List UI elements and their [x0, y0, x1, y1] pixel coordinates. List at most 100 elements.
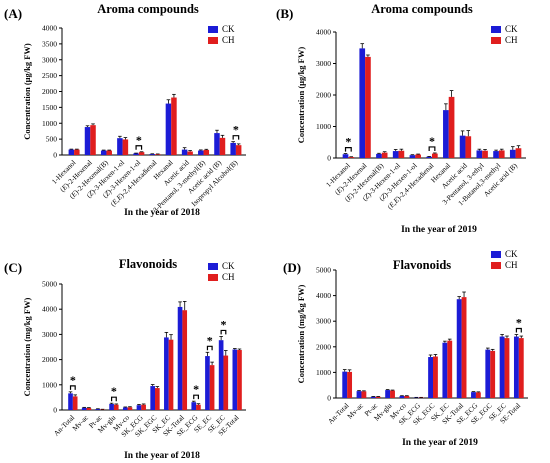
legend-swatch-ch	[491, 37, 501, 44]
x-axis-label: In the year of 2018	[124, 208, 200, 218]
bar-ch	[515, 148, 522, 158]
significance-marker: *	[111, 384, 117, 398]
bar-ck	[117, 138, 123, 155]
bar-ck	[205, 356, 210, 410]
significance-marker: *	[207, 333, 213, 347]
bar-ck	[191, 402, 197, 410]
bar-ck	[133, 153, 139, 155]
y-tick-label: 4000	[42, 24, 57, 33]
bar-ch	[381, 152, 388, 158]
bar-ch	[196, 404, 201, 410]
significance-bracket	[428, 146, 436, 151]
significance-bracket	[515, 327, 522, 333]
bar-ch	[448, 96, 455, 158]
chart-title: Flavonoids	[393, 258, 451, 272]
significance-marker: *	[220, 317, 226, 331]
bar-ch	[113, 404, 119, 410]
bar-ck	[471, 392, 476, 398]
chart-title: Aroma compounds	[371, 2, 473, 16]
bar-ck	[509, 149, 516, 158]
bar-ck	[109, 403, 114, 410]
y-tick-label: 3000	[42, 55, 57, 64]
y-tick-label: 3500	[42, 39, 57, 48]
bar-ch	[348, 157, 355, 158]
y-tick-label: 3000	[316, 317, 331, 326]
panel-letter: (B)	[276, 6, 293, 21]
bar-ck	[84, 127, 91, 155]
significance-marker: *	[345, 135, 351, 149]
panel-letter: (C)	[4, 260, 22, 275]
bar-ck	[150, 386, 155, 410]
panel-a: (A) Aroma compounds 0 500 1000 1500 2000 2500 30…	[4, 2, 246, 218]
y-tick-label: 2000	[42, 87, 57, 96]
x-axis-label: In the year of 2018	[124, 451, 200, 461]
bar-ch	[86, 407, 92, 410]
bar-ch	[498, 150, 505, 158]
y-tick-label: 1000	[316, 122, 331, 131]
significance-marker: *	[136, 133, 142, 147]
bar-ch	[415, 154, 421, 158]
x-tick-label: Mv-ac	[346, 402, 365, 421]
y-tick-label: 0	[327, 394, 331, 403]
significance-bracket	[69, 385, 76, 390]
y-axis-label: Concentration (μg/kg FW)	[22, 43, 32, 140]
y-tick-label: 2500	[42, 71, 57, 80]
bar-ck	[485, 349, 491, 398]
y-tick-label: 1000	[42, 119, 57, 128]
bar-ck	[214, 133, 220, 155]
bar-ch	[447, 340, 453, 398]
bar-ch	[171, 97, 177, 155]
bar-ck	[149, 154, 155, 155]
significance-marker: *	[429, 134, 435, 148]
y-tick-label: 3000	[316, 59, 331, 68]
legend-label-ch: CH	[222, 35, 235, 45]
bar-ch	[219, 137, 226, 155]
panel-c: (C) Flavonoids 0 1000 2000 3000 4000 5000 Concen…	[4, 257, 246, 461]
y-tick-label: 4000	[316, 28, 331, 37]
significance-bracket	[232, 135, 240, 140]
bar-ch	[138, 152, 145, 155]
bar-ck	[399, 395, 405, 398]
bar-ck	[370, 396, 376, 398]
bar-ch	[404, 395, 410, 398]
x-axis-label: In the year of 2019	[402, 438, 478, 448]
y-axis-label: Concentration (mg/kg FW)	[296, 284, 306, 383]
bar-ch	[100, 409, 105, 410]
chart-title: Aroma compounds	[97, 2, 199, 16]
legend-label-ch: CH	[505, 260, 518, 270]
y-tick-label: 5000	[316, 266, 331, 275]
legend-label-ck: CK	[222, 261, 235, 271]
bar-ch	[465, 136, 472, 158]
bar-ck	[164, 337, 169, 410]
bar-ch	[182, 310, 188, 410]
significance-bracket	[344, 146, 352, 152]
bar-ck	[442, 342, 448, 398]
bar-ck	[385, 390, 391, 398]
bar-ch	[203, 149, 210, 155]
bar-ch	[72, 396, 78, 410]
bar-ch	[490, 350, 496, 398]
legend-swatch-ch	[208, 274, 218, 281]
legend-label-ch: CH	[222, 272, 235, 282]
bar-ck	[342, 371, 348, 398]
significance-bracket	[220, 329, 227, 335]
bar-ck	[232, 349, 238, 410]
bar-ch	[127, 407, 133, 410]
bar-ck	[81, 407, 87, 410]
bar-ch	[518, 338, 524, 398]
bar-ck	[218, 340, 224, 410]
x-tick-label: Mv-ac	[71, 414, 90, 433]
bar-ch	[504, 338, 510, 398]
y-tick-label: 0	[53, 151, 57, 160]
bar-ck	[95, 408, 101, 410]
bar-ck	[198, 150, 204, 155]
legend-swatch-ck	[491, 26, 501, 33]
panel-d: (D) Flavonoids 0 1000 2000 3000 4000 5000 Concen…	[283, 249, 528, 448]
y-axis-label: Concentration (μg/kg FW)	[296, 47, 306, 144]
bar-ck	[376, 153, 382, 158]
bar-ch	[375, 396, 381, 398]
y-tick-label: 2000	[316, 342, 331, 351]
bar-ck	[499, 336, 505, 398]
panel-letter: (A)	[4, 6, 22, 21]
